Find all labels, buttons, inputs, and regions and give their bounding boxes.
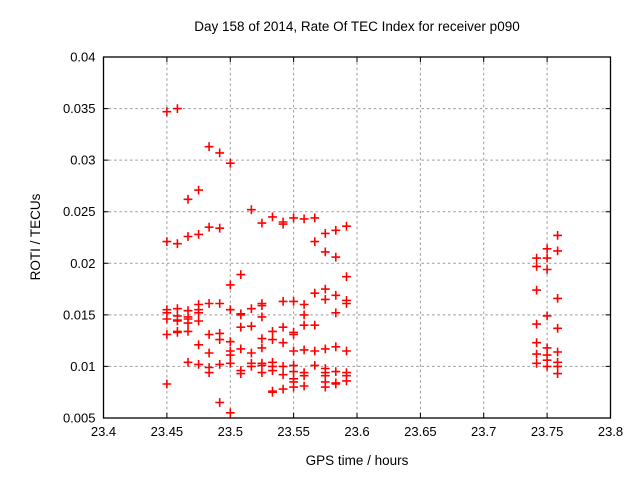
x-axis-label: GPS time / hours — [306, 453, 409, 468]
y-tick-label: 0.005 — [63, 411, 96, 426]
y-tick-label: 0.04 — [70, 50, 95, 65]
x-tick-labels: 23.4 23.45 23.5 23.55 23.6 23.65 23.7 23.75 23.8 — [91, 424, 623, 439]
plot-border — [102, 56, 612, 419]
x-tick-label: 23.5 — [218, 424, 243, 439]
y-tick-label: 0.035 — [63, 101, 96, 116]
data-points — [162, 104, 562, 418]
y-tick-label: 0.025 — [63, 204, 96, 219]
y-tick-label: 0.015 — [63, 307, 96, 322]
chart-title: Day 158 of 2014, Rate Of TEC Index for r… — [194, 19, 519, 34]
y-tick-label: 0.03 — [70, 153, 95, 168]
y-tick-label: 0.02 — [70, 256, 95, 271]
y-tick-label: 0.01 — [70, 359, 95, 374]
x-tick-label: 23.55 — [277, 424, 310, 439]
x-tick-label: 23.6 — [344, 424, 369, 439]
x-tick-label: 23.8 — [598, 424, 623, 439]
y-tick-labels: 0.005 0.01 0.015 0.02 0.025 0.03 0.035 0.04 — [63, 50, 96, 426]
x-tick-label: 23.75 — [531, 424, 564, 439]
x-tick-label: 23.65 — [404, 424, 437, 439]
x-tick-label: 23.4 — [91, 424, 116, 439]
y-axis-label: ROTI / TECUs — [28, 193, 43, 280]
x-tick-label: 23.7 — [471, 424, 496, 439]
x-tick-label: 23.45 — [151, 424, 184, 439]
